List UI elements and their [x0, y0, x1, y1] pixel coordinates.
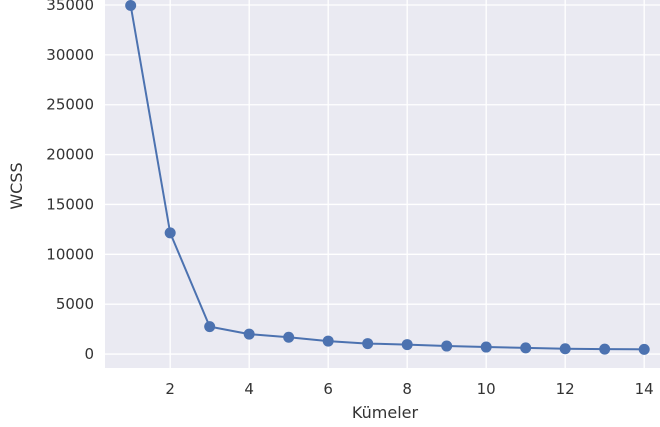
- data-point: [441, 340, 453, 352]
- y-tick-label: 35000: [46, 0, 94, 14]
- y-tick-label: 10000: [46, 245, 94, 263]
- y-axis-label: WCSS: [7, 162, 26, 209]
- x-tick-label: 4: [244, 380, 254, 398]
- y-tick-label: 15000: [46, 195, 94, 213]
- y-tick-label: 30000: [46, 46, 94, 64]
- x-axis-label: Kümeler: [352, 403, 419, 422]
- x-tick-label: 12: [556, 380, 575, 398]
- data-point: [480, 341, 492, 353]
- y-tick-label: 0: [84, 345, 94, 363]
- data-point: [164, 227, 176, 239]
- y-tick-label: 25000: [46, 96, 94, 114]
- x-tick-label: 10: [477, 380, 496, 398]
- data-point: [204, 321, 216, 333]
- x-tick-label: 8: [402, 380, 412, 398]
- series-layer: [125, 0, 650, 355]
- data-point: [125, 0, 137, 11]
- data-point: [401, 339, 413, 351]
- data-point: [243, 328, 255, 340]
- series-line: [129, 5, 645, 351]
- x-tick-label: 6: [323, 380, 333, 398]
- data-point: [322, 335, 334, 347]
- tick-labels: 2 4 6 8 10 12 14 0 5000 10000 15000 20000 25000 30000…: [46, 0, 653, 398]
- data-point: [559, 343, 571, 355]
- x-tick-label: 2: [165, 380, 175, 398]
- data-point: [638, 343, 650, 355]
- x-tick-label: 14: [635, 380, 654, 398]
- plot-background: [105, 0, 660, 368]
- data-point: [362, 338, 374, 350]
- data-point: [520, 342, 532, 354]
- y-tick-label: 5000: [56, 295, 94, 313]
- data-point: [283, 331, 295, 343]
- y-tick-label: 20000: [46, 146, 94, 164]
- data-point: [599, 343, 611, 355]
- grid: [105, 0, 660, 368]
